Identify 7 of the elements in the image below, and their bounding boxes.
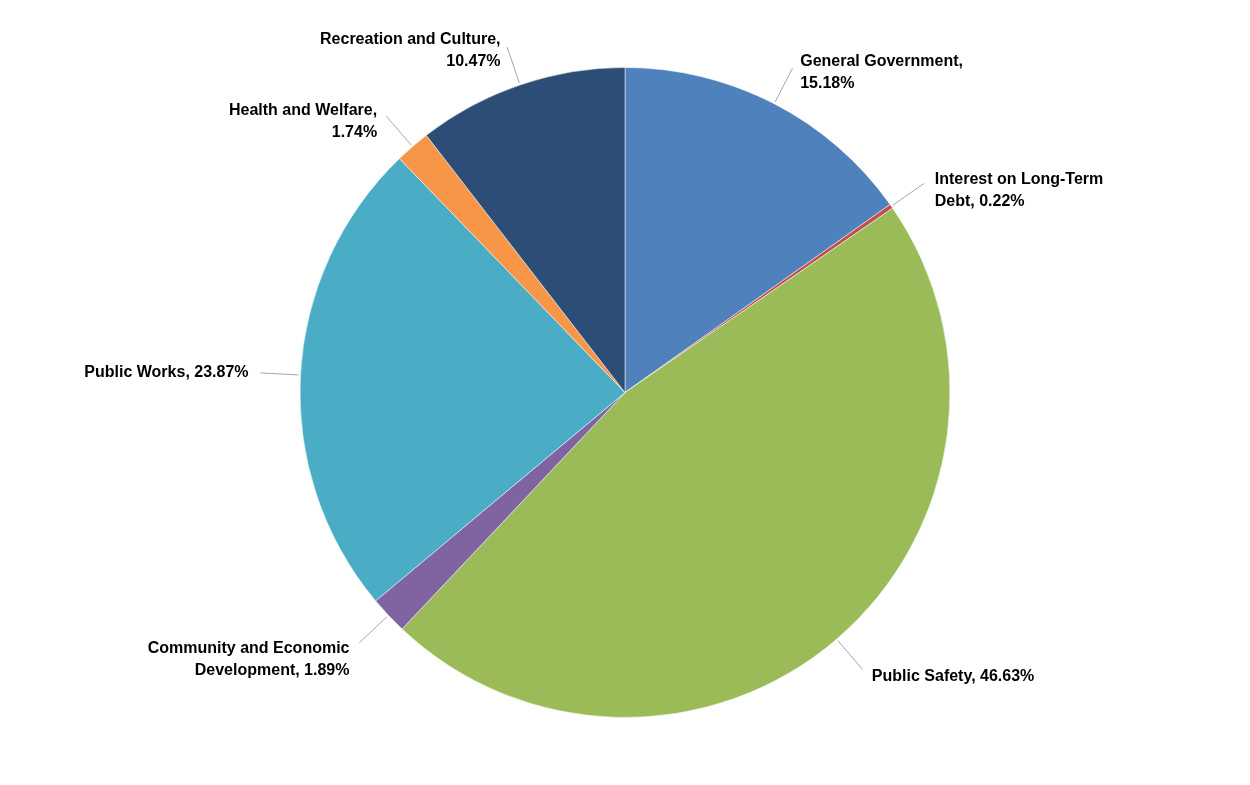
slice-label: Community and Economic Development, 1.89% (147, 639, 350, 679)
slice-label: Recreation and Culture, 10.47% (320, 30, 501, 70)
slice-label: Health and Welfare, 1.74% (228, 101, 378, 141)
slice-label: Interest on Long-Term Debt, 0.22% (934, 169, 1104, 209)
slice-label: General Government, 15.18% (800, 52, 963, 92)
slice-label: Public Safety, 46.63% (871, 666, 1035, 684)
slice-label: Public Works, 23.87% (84, 363, 249, 381)
